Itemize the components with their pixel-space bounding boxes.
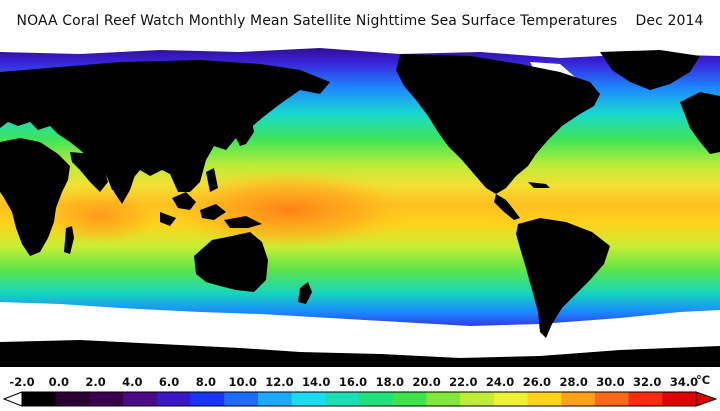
australia [194,232,268,292]
legend-tick-32.0: 32.0 [633,375,662,389]
south-america [516,218,610,338]
central-america-caribbean [494,182,550,220]
legend-tick-12.0: 12.0 [265,375,294,389]
colorbar-outline [21,391,697,407]
colorbar-segment [527,392,562,406]
greenland [600,50,700,90]
colorbar-segment [594,392,630,406]
colorbar-segment [55,392,90,406]
colorbar-segment [22,392,57,406]
colorbar-high-arrow [695,391,718,407]
legend-tick-30.0: 30.0 [596,375,625,389]
colorbar-segment [493,392,528,406]
east-africa-europe-edge [680,92,720,154]
legend-tick-8.0: 8.0 [195,375,217,389]
legend-tick-6.0: 6.0 [158,375,180,389]
colorbar-segment [257,392,293,406]
colorbar [2,391,718,407]
legend-tick-16.0: 16.0 [338,375,368,389]
new-zealand [298,282,312,304]
europe-asia [0,60,330,192]
map-title: NOAA Coral Reef Watch Monthly Mean Satel… [16,13,704,29]
colorbar-segment [359,392,394,406]
legend-tick-20.0: 20.0 [412,375,441,389]
colorbar-segment [628,392,663,406]
southeast-asia-islands [160,168,262,228]
land-layer [0,50,720,367]
colorbar-segment [392,392,427,406]
legend-tick--2.0: -2.0 [9,375,35,389]
colorbar-segment [291,392,326,406]
legend-tick-labels: -2.0 0.0 2.0 4.0 6.0 8.0 10.0 12.0 14.0 16.0 18.0 2… [0,372,720,390]
colorbar-segment [460,392,495,406]
legend-tick-0.0: 0.0 [48,375,69,389]
legend-unit: °C [696,373,711,387]
colorbar-segment [190,392,225,406]
arabia-india [70,152,136,204]
legend-tick-24.0: 24.0 [485,375,515,389]
colorbar-segment [224,392,259,406]
legend-tick-26.0: 26.0 [522,375,552,389]
pacific-warm-pool [170,170,410,250]
legend-tick-22.0: 22.0 [449,375,478,389]
colorbar-segment [89,392,124,406]
colorbar-segment [325,392,360,406]
arctic-ice [0,42,720,58]
legend-tick-2.0: 2.0 [85,375,106,389]
north-america [396,54,600,194]
colorbar-segment [123,392,158,406]
colorbar-segment [662,392,697,406]
japan [236,122,254,146]
legend-tick-18.0: 18.0 [375,375,404,389]
africa [0,138,70,256]
madagascar [64,226,74,254]
legend-tick-14.0: 14.0 [302,375,331,389]
legend-tick-34.0: 34.0 [669,375,699,389]
colorbar-low-arrow [2,391,23,407]
colorbar-segment [426,392,461,406]
legend-tick-4.0: 4.0 [122,375,143,389]
colorbar-segment [561,392,596,406]
sst-map [0,42,720,367]
legend-tick-10.0: 10.0 [228,375,257,389]
antarctica [0,340,720,367]
legend-tick-28.0: 28.0 [559,375,588,389]
colorbar-segment [156,392,191,406]
